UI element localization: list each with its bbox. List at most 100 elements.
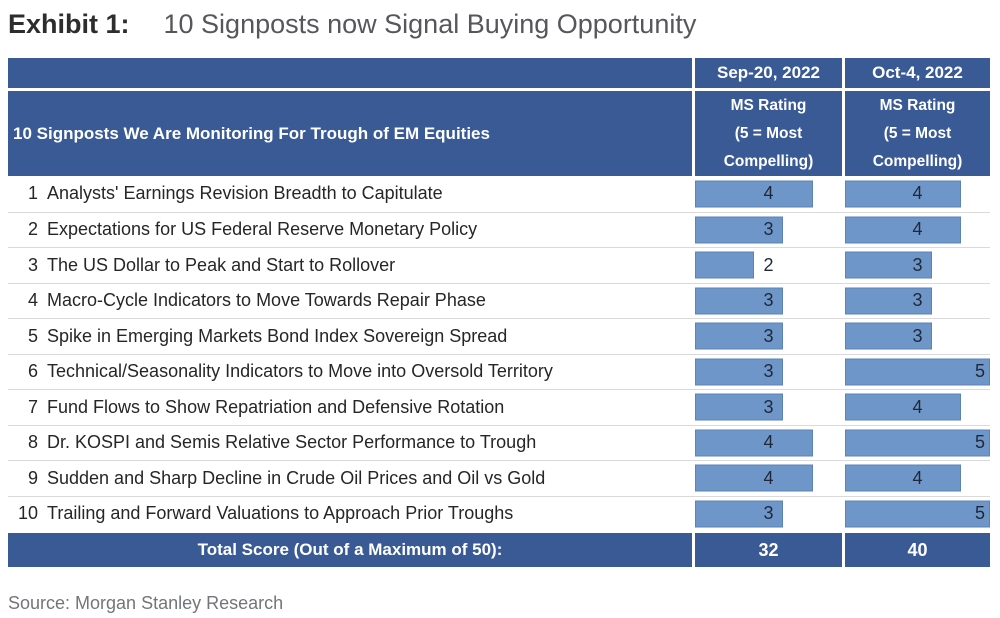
rating-value-oct: 4 <box>912 219 923 240</box>
signpost-label: Macro-Cycle Indicators to Move Towards R… <box>47 290 486 311</box>
row-number: 3 <box>27 254 38 275</box>
row-number: 6 <box>27 361 38 382</box>
rating-bar-oct <box>845 322 932 350</box>
total-value-oct: 40 <box>845 533 990 567</box>
rating-value-oct: 3 <box>912 254 923 275</box>
rating-value-oct: 5 <box>974 503 985 524</box>
rating-cell-sep: 4 <box>695 426 842 461</box>
rating-cell-sep: 4 <box>695 176 842 212</box>
exhibit-header: Exhibit 1: 10 Signposts now Signal Buyin… <box>0 0 1000 40</box>
rating-value-oct: 5 <box>974 432 985 453</box>
rating-cell-sep: 3 <box>695 319 842 354</box>
rating-cell-sep: 3 <box>695 497 842 532</box>
table-row: 10 Trailing and Forward Valuations to Ap… <box>8 495 990 532</box>
rating-bar-sep <box>695 216 784 244</box>
signpost-label: Analysts' Earnings Revision Breadth to C… <box>47 183 443 204</box>
source-text: Source: Morgan Stanley Research <box>8 593 284 613</box>
rating-value-oct: 4 <box>912 183 923 204</box>
rating-value-oct: 3 <box>912 290 923 311</box>
rating-bar-sep <box>695 322 784 350</box>
rating-value-oct: 4 <box>912 467 923 488</box>
rating-value-sep: 3 <box>763 396 774 417</box>
total-value-sep: 32 <box>695 533 842 567</box>
date-header-spacer <box>8 58 692 88</box>
column-header-oct-date: Oct-4, 2022 <box>845 58 990 88</box>
rating-bar-oct <box>845 500 990 528</box>
rating-cell-sep: 3 <box>695 355 842 390</box>
row-number: 9 <box>27 467 38 488</box>
rating-value-sep: 3 <box>763 503 774 524</box>
table-row: 7 Fund Flows to Show Repatriation and De… <box>8 389 990 425</box>
rating-cell-oct: 3 <box>845 248 990 283</box>
signpost-label: Sudden and Sharp Decline in Crude Oil Pr… <box>47 467 546 488</box>
table-row: 8 Dr. KOSPI and Semis Relative Sector Pe… <box>8 424 990 461</box>
rating-bar-oct <box>845 464 961 492</box>
exhibit-number: Exhibit 1: <box>8 9 130 39</box>
rating-bar-sep <box>695 287 784 315</box>
table-row: 6 Technical/Seasonality Indicators to Mo… <box>8 353 990 390</box>
rating-bar-oct <box>845 429 990 457</box>
rating-bar-sep <box>695 393 784 421</box>
rating-bar-oct <box>845 216 961 244</box>
rating-cell-oct: 4 <box>845 213 990 248</box>
rating-value-sep: 4 <box>763 183 774 204</box>
column-header-oct-rating: MS Rating (5 = Most Compelling) <box>845 91 990 176</box>
row-number: 5 <box>27 325 38 346</box>
rating-cell-sep: 3 <box>695 284 842 319</box>
rating-cell-oct: 3 <box>845 284 990 319</box>
rating-cell-oct: 4 <box>845 176 990 212</box>
signpost-label: Expectations for US Federal Reserve Mone… <box>47 219 478 240</box>
rating-value-sep: 3 <box>763 361 774 382</box>
row-number: 4 <box>27 290 38 311</box>
rating-value-oct: 4 <box>912 396 923 417</box>
rating-value-sep: 3 <box>763 290 774 311</box>
rating-value-sep: 2 <box>763 254 774 275</box>
row-number: 2 <box>27 219 38 240</box>
rating-cell-oct: 5 <box>845 426 990 461</box>
signpost-label: Dr. KOSPI and Semis Relative Sector Perf… <box>47 432 537 453</box>
row-number: 1 <box>27 183 38 204</box>
row-header-title: 10 Signposts We Are Monitoring For Troug… <box>8 91 692 176</box>
rating-cell-oct: 4 <box>845 390 990 425</box>
column-header-sep-date: Sep-20, 2022 <box>695 58 842 88</box>
rating-bar-oct <box>845 358 990 386</box>
rating-bar-oct <box>845 251 932 279</box>
rating-cell-sep: 4 <box>695 461 842 496</box>
rating-bar-sep <box>695 464 813 492</box>
rating-value-sep: 4 <box>763 467 774 488</box>
rating-bar-sep <box>695 429 813 457</box>
rating-bar-sep <box>695 500 784 528</box>
signposts-table: Sep-20, 2022 Oct-4, 2022 10 Signposts We… <box>8 58 990 567</box>
rating-bar-oct <box>845 180 961 208</box>
signpost-label: Fund Flows to Show Repatriation and Defe… <box>47 396 505 417</box>
rating-value-sep: 3 <box>763 325 774 346</box>
rating-bar-sep <box>695 180 813 208</box>
table-row: 1 Analysts' Earnings Revision Breadth to… <box>8 176 990 212</box>
rating-bar-sep <box>695 358 784 386</box>
exhibit-title: 10 Signposts now Signal Buying Opportuni… <box>163 9 697 39</box>
rating-cell-sep: 3 <box>695 213 842 248</box>
table-row: 5 Spike in Emerging Markets Bond Index S… <box>8 318 990 354</box>
total-row: Total Score (Out of a Maximum of 50): 32… <box>8 533 990 567</box>
signpost-label: Technical/Seasonality Indicators to Move… <box>47 361 553 382</box>
rating-bar-oct <box>845 287 932 315</box>
table-row: 2 Expectations for US Federal Reserve Mo… <box>8 211 990 248</box>
rating-cell-oct: 4 <box>845 461 990 496</box>
rating-value-oct: 5 <box>974 361 985 382</box>
main-header-row: 10 Signposts We Are Monitoring For Troug… <box>8 91 990 176</box>
row-number: 7 <box>27 396 38 417</box>
signpost-label: Spike in Emerging Markets Bond Index Sov… <box>47 325 508 346</box>
rating-cell-sep: 2 <box>695 248 842 283</box>
rating-cell-oct: 5 <box>845 355 990 390</box>
rating-value-oct: 3 <box>912 325 923 346</box>
total-label: Total Score (Out of a Maximum of 50): <box>8 533 692 567</box>
table-row: 4 Macro-Cycle Indicators to Move Towards… <box>8 282 990 319</box>
table-row: 3 The US Dollar to Peak and Start to Rol… <box>8 247 990 283</box>
rating-cell-oct: 5 <box>845 497 990 532</box>
rating-value-sep: 3 <box>763 219 774 240</box>
date-header-row: Sep-20, 2022 Oct-4, 2022 <box>8 58 990 88</box>
rating-cell-sep: 3 <box>695 390 842 425</box>
row-number: 8 <box>27 432 38 453</box>
table-row: 9 Sudden and Sharp Decline in Crude Oil … <box>8 460 990 496</box>
rating-bar-sep <box>695 251 754 279</box>
